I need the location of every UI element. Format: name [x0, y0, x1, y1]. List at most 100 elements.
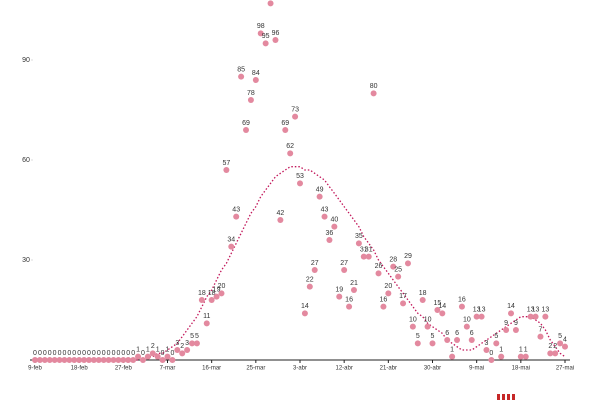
data-label: 18 — [419, 290, 427, 297]
data-label: 28 — [389, 257, 397, 264]
point — [90, 357, 97, 363]
point — [488, 357, 495, 363]
data-label: 3 — [185, 340, 189, 347]
data-label: 20 — [218, 283, 226, 290]
y-tick-label: 60 — [22, 157, 30, 164]
point — [233, 213, 240, 220]
data-label: 0 — [141, 350, 145, 357]
x-tick-label: 3-abr — [293, 366, 307, 372]
data-label: 13 — [541, 307, 549, 314]
point — [169, 357, 176, 363]
data-label: 7 — [539, 327, 543, 334]
data-label: 42 — [276, 210, 284, 217]
point — [483, 347, 490, 353]
point — [144, 353, 151, 360]
point — [154, 353, 161, 360]
data-label: 1 — [156, 347, 160, 354]
data-label: 16 — [345, 297, 353, 304]
point — [429, 340, 436, 347]
point — [326, 237, 333, 243]
point — [439, 310, 446, 317]
point — [458, 303, 465, 310]
point — [444, 337, 451, 343]
point — [105, 357, 112, 363]
data-label: 29 — [404, 253, 412, 260]
point — [272, 37, 279, 43]
point — [110, 357, 117, 363]
data-label: 69 — [242, 120, 250, 127]
data-label: 40 — [330, 217, 338, 224]
data-label: 5 — [558, 333, 562, 340]
data-label: 27 — [311, 260, 319, 267]
data-label: 14 — [507, 303, 515, 310]
point — [409, 323, 416, 330]
data-label: 0 — [82, 350, 86, 357]
data-label: 43 — [232, 207, 240, 214]
point — [41, 357, 48, 363]
data-label: 5 — [494, 333, 498, 340]
x-tick-label: 9-mai — [469, 366, 484, 372]
point — [414, 340, 421, 347]
data-label: 13 — [527, 307, 535, 314]
point — [46, 357, 53, 363]
data-label: 0 — [72, 350, 76, 357]
data-label: 1 — [146, 347, 150, 354]
point — [208, 297, 215, 303]
point — [71, 357, 78, 363]
data-label: 26 — [375, 263, 383, 270]
data-label: 1 — [136, 347, 140, 354]
data-label: 1 — [166, 347, 170, 354]
data-label: 0 — [121, 350, 125, 357]
point — [76, 357, 83, 363]
point — [32, 357, 38, 363]
y-tick-label: 90 — [22, 57, 30, 64]
point — [213, 293, 220, 300]
data-label: 57 — [222, 160, 230, 167]
data-label: 73 — [291, 107, 299, 114]
point — [517, 353, 524, 360]
data-label: 0 — [33, 350, 37, 357]
x-tick-label: 21-abr — [380, 366, 397, 372]
data-label: 31 — [360, 247, 368, 254]
point — [238, 73, 245, 80]
data-label: 0 — [92, 350, 96, 357]
point — [537, 333, 544, 340]
data-label: 2 — [180, 343, 184, 350]
point — [61, 357, 68, 363]
data-label: 31 — [365, 247, 373, 254]
data-label: 4 — [563, 337, 567, 344]
point — [498, 353, 505, 360]
point — [400, 300, 407, 307]
data-label: 1 — [524, 347, 528, 354]
data-label: 95 — [262, 33, 270, 40]
data-label: 96 — [272, 30, 280, 37]
data-label: 0 — [112, 350, 116, 357]
point — [149, 350, 156, 357]
data-label: 19 — [213, 287, 221, 294]
point — [360, 253, 367, 260]
data-label: 0 — [107, 350, 111, 357]
point — [287, 150, 294, 157]
data-label: 0 — [62, 350, 66, 357]
data-label: 98 — [257, 23, 265, 30]
point — [449, 353, 456, 360]
data-label: 36 — [326, 230, 334, 237]
point — [306, 283, 313, 290]
point — [508, 310, 515, 317]
point — [120, 357, 127, 363]
point — [468, 337, 475, 343]
point — [100, 357, 107, 363]
point — [346, 303, 353, 310]
x-tick-label: 18-feb — [71, 366, 89, 372]
data-label: 1 — [519, 347, 523, 354]
data-label: 16 — [458, 297, 466, 304]
point — [532, 313, 539, 320]
point — [478, 313, 485, 320]
data-label: 6 — [455, 330, 459, 337]
point — [262, 40, 269, 47]
x-tick-label: 16-mar — [202, 366, 221, 372]
data-label: 11 — [203, 313, 210, 320]
data-label: 16 — [380, 297, 388, 304]
point — [301, 310, 308, 317]
